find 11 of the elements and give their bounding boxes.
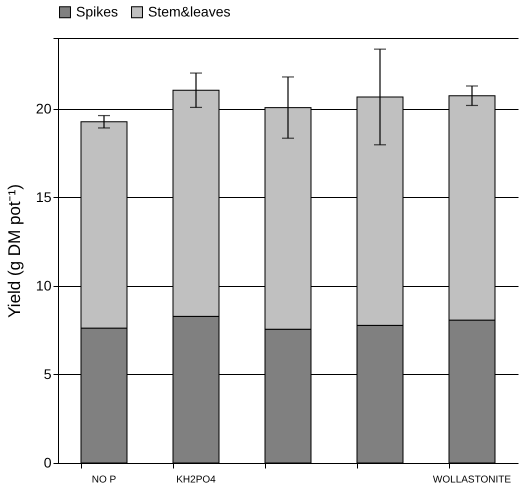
y-axis-title: Yield (g DM pot⁻¹) [4,184,24,318]
y-tick-label: 10 [36,277,52,294]
x-tick-label: KH2PO4 [176,474,216,486]
x-tick-label: WOLLASTONITE [432,474,512,486]
y-tick-label: 15 [36,188,52,205]
y-tick-label: 0 [44,454,52,470]
y-tick-label: 5 [44,366,52,382]
legend-label: Stem&leaves [148,3,230,20]
x-tick-label: NO P [92,474,117,486]
legend-label: Spikes [76,3,118,20]
y-tick-label: 20 [36,100,52,116]
